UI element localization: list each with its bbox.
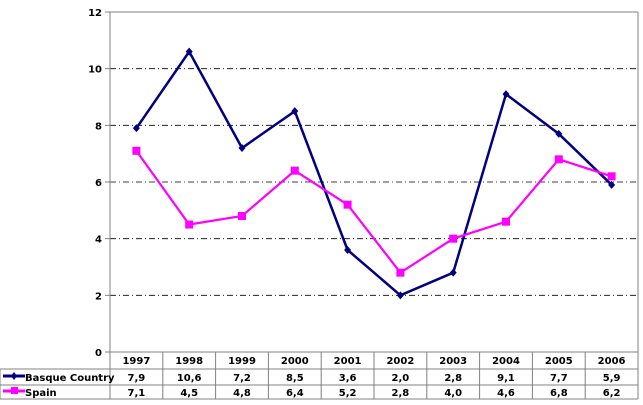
x-category-label: 2006	[598, 356, 626, 367]
data-point	[343, 200, 352, 209]
data-table-value: 5,2	[339, 388, 357, 399]
data-point	[449, 268, 457, 277]
data-point	[608, 180, 616, 189]
data-table-value: 6,8	[550, 388, 568, 399]
legend-label: Spain	[25, 388, 57, 399]
data-table-value: 4,8	[233, 388, 251, 399]
data-table-value: 3,6	[339, 373, 357, 384]
x-category-label: 1999	[228, 356, 256, 367]
data-point	[238, 144, 246, 152]
data-point	[449, 234, 458, 243]
y-tick-label: 0	[95, 348, 102, 359]
data-point	[132, 124, 140, 133]
data-table-value: 9,1	[497, 373, 515, 384]
data-table-value: 7,1	[128, 388, 146, 399]
data-point	[238, 212, 246, 220]
x-category-label: 2000	[281, 356, 309, 367]
data-table-value: 4,5	[180, 388, 198, 399]
x-category-label: 2002	[386, 356, 414, 367]
data-point	[344, 246, 352, 254]
data-table-value: 7,9	[128, 373, 146, 384]
data-table-value: 4,0	[444, 388, 462, 399]
data-table-value: 7,7	[550, 373, 568, 384]
data-point	[291, 107, 299, 116]
y-tick-label: 12	[88, 8, 102, 19]
data-point	[555, 129, 563, 138]
legend-label: Basque Country	[25, 373, 115, 384]
y-tick-label: 10	[88, 65, 102, 76]
series-line-basque-country	[135, 49, 613, 297]
data-point	[185, 47, 193, 56]
x-category-label: 1998	[175, 356, 203, 367]
data-point	[554, 155, 563, 164]
data-point	[502, 217, 510, 226]
data-point	[396, 268, 405, 277]
data-table-value: 2,8	[392, 388, 410, 399]
data-point	[290, 166, 299, 175]
legend-marker-square	[11, 387, 18, 394]
x-category-label: 2003	[439, 356, 467, 367]
data-table-value: 10,6	[177, 373, 202, 384]
data-table-value: 5,9	[603, 373, 621, 384]
data-table-value: 4,6	[497, 388, 515, 399]
data-table-value: 2,8	[444, 373, 462, 384]
data-table-value: 7,2	[233, 373, 251, 384]
data-point	[607, 172, 616, 181]
x-category-label: 2005	[545, 356, 573, 367]
x-category-label: 2004	[492, 356, 520, 367]
y-tick-label: 8	[95, 121, 102, 132]
y-tick-label: 4	[95, 235, 102, 246]
data-point	[185, 220, 194, 229]
data-table-value: 6,4	[286, 388, 304, 399]
y-tick-label: 6	[95, 178, 102, 189]
data-point	[132, 146, 141, 155]
y-tick-label: 2	[95, 291, 102, 302]
x-category-label: 1997	[122, 356, 150, 367]
x-category-label: 2001	[334, 356, 362, 367]
legend-marker-diamond	[11, 372, 17, 380]
data-table-value: 8,5	[286, 373, 304, 384]
data-point	[396, 291, 404, 300]
data-point	[502, 90, 510, 99]
series-line-spain	[135, 150, 612, 275]
data-table-value: 2,0	[392, 373, 410, 384]
data-table-value: 6,2	[603, 388, 621, 399]
